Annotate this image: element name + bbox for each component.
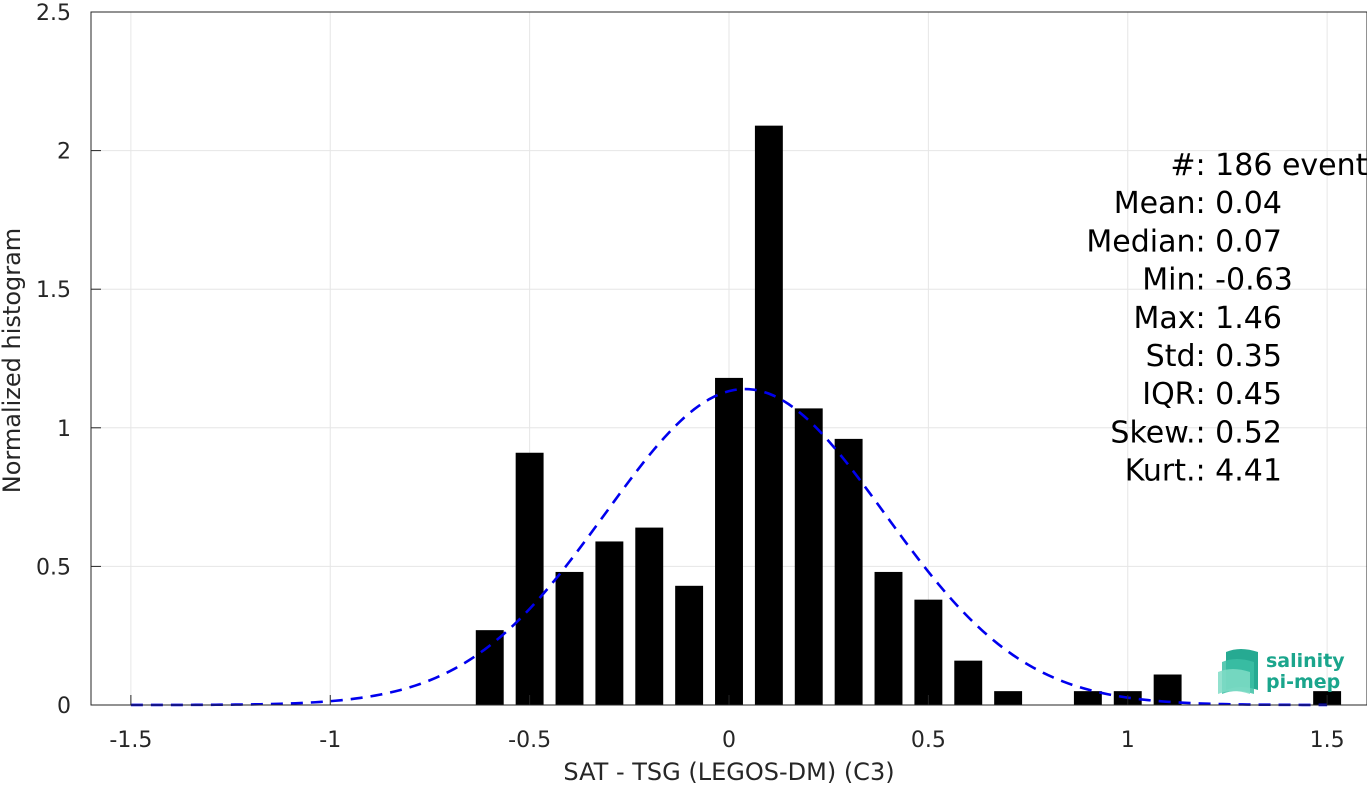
stat-label: IQR (1142, 377, 1195, 412)
stat-value: : 186 events (1196, 148, 1367, 183)
y-tick-label: 0 (57, 694, 71, 719)
stat-value: : 1.46 (1196, 301, 1282, 336)
histogram-bar (715, 377, 743, 705)
y-tick-labels: 0 0.5 1 1.5 2 2.5 (36, 1, 71, 719)
stat-value: : -0.63 (1196, 263, 1293, 298)
histogram-bar (515, 452, 544, 705)
stat-value: : 0.45 (1196, 377, 1282, 412)
y-tick-label: 1 (57, 417, 71, 442)
stat-label: Mean (1114, 186, 1196, 221)
x-tick-label: 1 (1121, 728, 1135, 753)
stat-label: # (1170, 148, 1195, 183)
histogram-bar (834, 438, 863, 705)
salinity-pi-mep-logo: salinity pi-mep (1218, 649, 1345, 694)
logo-waves-icon (1218, 649, 1258, 694)
bars (475, 125, 1342, 706)
histogram-bar (874, 571, 903, 705)
histogram-bar (754, 125, 783, 706)
stat-label: Max (1134, 301, 1196, 336)
x-tick-label: -1.5 (109, 728, 152, 753)
histogram-bar (954, 660, 983, 705)
stat-label: Std (1146, 339, 1196, 374)
stat-value: : 0.35 (1196, 339, 1282, 374)
y-axis-label: Normalized histogram (0, 228, 26, 493)
histogram-bar (1073, 691, 1102, 705)
x-tick-label: 0 (722, 728, 736, 753)
stat-label: Skew. (1110, 415, 1195, 450)
y-tick-label: 2.5 (36, 1, 71, 26)
stat-label: Min (1142, 263, 1195, 298)
histogram-bar (675, 585, 704, 705)
histogram-bar (994, 691, 1023, 705)
x-axis-label: SAT - TSG (LEGOS-DM) (C3) (563, 758, 894, 785)
x-tick-labels: -1.5 -1 -0.5 0 0.5 1 1.5 (109, 728, 1344, 753)
histogram-bar (595, 541, 624, 705)
stat-label: Kurt. (1125, 454, 1196, 489)
x-tick-label: -0.5 (508, 728, 551, 753)
histogram-bar (794, 408, 823, 705)
stat-value: : 4.41 (1196, 454, 1282, 489)
stat-value: : 0.07 (1196, 224, 1282, 259)
logo-line2: pi-mep (1266, 671, 1340, 693)
histogram-bar (914, 599, 943, 705)
y-tick-label: 0.5 (36, 555, 71, 580)
logo-line1: salinity (1266, 650, 1345, 672)
y-tick-label: 2 (57, 140, 71, 165)
x-tick-label: 0.5 (911, 728, 946, 753)
stat-value: : 0.52 (1196, 415, 1282, 450)
x-tick-label: 1.5 (1310, 728, 1345, 753)
histogram-bar (555, 571, 584, 705)
axis-ticks (91, 11, 1328, 706)
y-tick-label: 1.5 (36, 278, 71, 303)
histogram-bar (635, 527, 664, 705)
stat-value: : 0.04 (1196, 186, 1282, 221)
stat-label: Median (1086, 224, 1195, 259)
histogram-bar (475, 630, 504, 705)
x-tick-label: -1 (319, 728, 341, 753)
histogram-bar (1153, 674, 1182, 705)
